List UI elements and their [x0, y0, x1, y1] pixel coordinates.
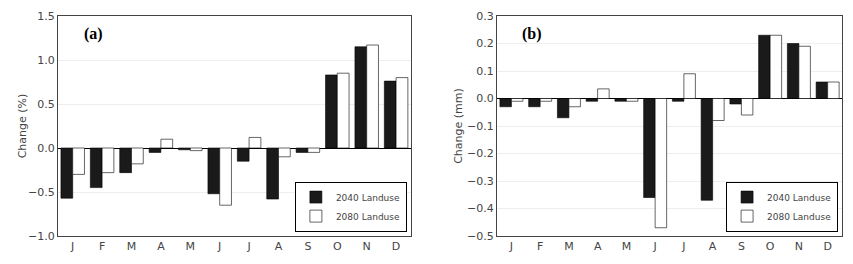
svg-text:M: M — [127, 240, 137, 253]
svg-text:O: O — [766, 240, 775, 253]
svg-text:1.5: 1.5 — [37, 10, 55, 23]
svg-text:F: F — [537, 240, 543, 253]
svg-text:N: N — [363, 240, 371, 253]
svg-text:J: J — [509, 240, 513, 253]
svg-text:F: F — [99, 240, 105, 253]
svg-text:Change (%): Change (%) — [16, 94, 29, 159]
svg-text:A: A — [157, 240, 165, 253]
svg-text:J: J — [246, 240, 250, 253]
svg-text:S: S — [738, 240, 745, 253]
svg-text:J: J — [681, 240, 685, 253]
svg-text:−0.1: −0.1 — [467, 120, 494, 133]
svg-text:−0.3: −0.3 — [467, 175, 494, 188]
svg-text:(b): (b) — [522, 25, 542, 43]
svg-text:A: A — [709, 240, 717, 253]
svg-text:0.3: 0.3 — [476, 10, 494, 23]
svg-text:2080 Landuse: 2080 Landuse — [336, 212, 400, 222]
svg-text:M: M — [186, 240, 196, 253]
svg-text:0.2: 0.2 — [476, 37, 494, 50]
svg-text:1.0: 1.0 — [37, 54, 55, 67]
svg-text:−0.5: −0.5 — [28, 186, 55, 199]
svg-text:0.0: 0.0 — [476, 92, 494, 105]
svg-text:2080 Landuse: 2080 Landuse — [767, 212, 831, 222]
svg-text:A: A — [594, 240, 602, 253]
svg-text:0.5: 0.5 — [37, 98, 55, 111]
svg-text:(a): (a) — [84, 25, 103, 43]
svg-text:−0.5: −0.5 — [467, 230, 494, 243]
svg-text:O: O — [333, 240, 342, 253]
svg-text:Change (mm): Change (mm) — [452, 88, 465, 164]
svg-text:−0.4: −0.4 — [467, 202, 494, 215]
svg-text:D: D — [823, 240, 831, 253]
svg-text:A: A — [275, 240, 283, 253]
svg-text:−1.0: −1.0 — [28, 230, 55, 243]
svg-text:2040 Landuse: 2040 Landuse — [336, 193, 400, 203]
svg-text:D: D — [392, 240, 400, 253]
svg-text:S: S — [304, 240, 311, 253]
svg-text:J: J — [217, 240, 221, 253]
svg-text:2040 Landuse: 2040 Landuse — [767, 193, 831, 203]
svg-text:−0.2: −0.2 — [467, 147, 494, 160]
svg-text:J: J — [70, 240, 74, 253]
svg-text:0.0: 0.0 — [37, 142, 55, 155]
svg-text:0.1: 0.1 — [476, 65, 494, 78]
svg-text:N: N — [795, 240, 803, 253]
svg-text:M: M — [622, 240, 632, 253]
svg-text:M: M — [564, 240, 574, 253]
svg-text:J: J — [653, 240, 657, 253]
